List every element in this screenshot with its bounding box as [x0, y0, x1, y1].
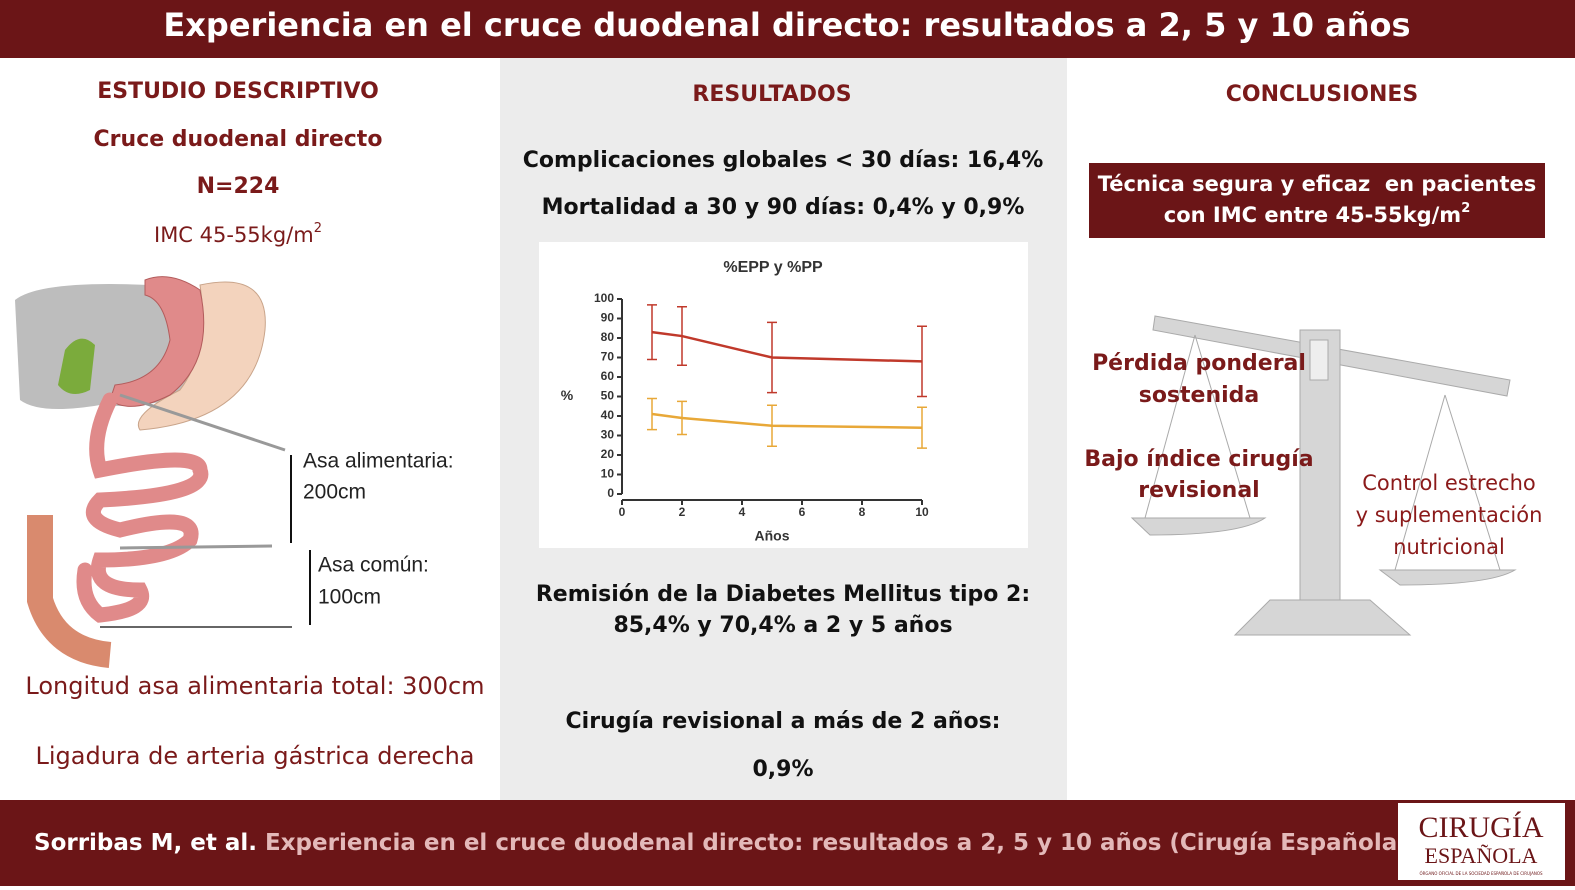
y-tick-label: 70 [601, 350, 615, 364]
x-tick-label: 6 [799, 505, 806, 519]
conclusion-sup: 2 [1461, 201, 1470, 216]
logo-tagline: ÓRGANO OFICIAL DE LA SOCIEDAD ESPAÑOLA D… [1419, 871, 1542, 876]
conclusion-text: con IMC entre 45-55kg/m [1164, 203, 1461, 227]
logo [1398, 803, 1565, 880]
y-tick-label: 80 [601, 330, 615, 344]
x-tick-label: 4 [739, 505, 746, 519]
result: Complicaciones globales < 30 días: 16,4% [523, 148, 1044, 173]
label: Asa común: [318, 554, 429, 577]
y-tick-label: 0 [607, 486, 614, 500]
y-tick-label: 60 [601, 369, 615, 383]
anatomy-illustration [15, 276, 311, 668]
line [651, 412, 923, 429]
chart: %EPP y %PP 0 10 20 30 40 50 60 70 80 90 100 0 2 4 6 8 10 A… [561, 259, 929, 543]
scale-label: Control estrecho [1362, 471, 1535, 495]
ligature: Ligadura de arteria gástrica derecha [35, 742, 474, 770]
logo-subtitle: ESPAÑOLA [1425, 843, 1538, 868]
y-tick-label: 100 [594, 291, 614, 305]
heading: CONCLUSIONES [1226, 82, 1419, 107]
chart-box [539, 242, 1028, 548]
imc-text: IMC 45-55kg/m [154, 223, 314, 247]
x-tick-label: 10 [915, 505, 929, 519]
chart-title: %EPP y %PP [723, 259, 823, 276]
result: 0,9% [752, 757, 813, 782]
y-tick-label: 90 [601, 311, 615, 325]
line [651, 330, 923, 363]
x-tick-label: 2 [679, 505, 686, 519]
result: Remisión de la Diabetes Mellitus tipo 2: [536, 582, 1030, 607]
scale-label: Bajo índice cirugía [1084, 447, 1313, 472]
y-tick-label: 30 [601, 428, 615, 442]
imc-sup: 2 [314, 221, 322, 236]
result: Mortalidad a 30 y 90 días: 0,4% y 0,9% [542, 195, 1025, 220]
conclusion: con IMC entre 45-55kg/m2 [1164, 201, 1470, 228]
scale-label: sostenida [1139, 383, 1260, 408]
header-band [0, 0, 1575, 58]
conclusion: Técnica segura y eficaz en pacientes [1098, 172, 1536, 196]
footer-band [0, 800, 1575, 886]
result: Cirugía revisional a más de 2 años: [566, 709, 1001, 734]
y-axis-label: % [561, 387, 574, 403]
y-tick-label: 20 [601, 447, 615, 461]
heading: ESTUDIO DESCRIPTIVO [97, 79, 379, 104]
scale-illustration [1130, 315, 1517, 636]
result: 85,4% y 70,4% a 2 y 5 años [613, 613, 952, 638]
label: 200cm [303, 481, 366, 504]
y-tick-label: 50 [601, 389, 615, 403]
y-tick-label: 40 [601, 408, 615, 422]
scale-label: nutricional [1393, 535, 1505, 559]
label: Asa alimentaria: [303, 450, 454, 473]
logo-title: CIRUGÍA [1419, 811, 1544, 844]
scale-label: Pérdida ponderal [1092, 351, 1306, 376]
x-axis-label: Años [755, 528, 790, 544]
citation: Sorribas M, et al. Experiencia en el cruc… [34, 830, 1480, 856]
reference: Experiencia en el cruce duodenal directo… [265, 830, 1480, 856]
scale-label: y suplementación [1356, 503, 1543, 527]
title: Experiencia en el cruce duodenal directo… [163, 6, 1410, 44]
sample-size: N=224 [197, 174, 280, 199]
heading: RESULTADOS [692, 82, 851, 107]
authors: Sorribas M, et al. [34, 830, 257, 856]
x-tick-label: 0 [619, 505, 626, 519]
procedure: Cruce duodenal directo [94, 127, 383, 152]
scale-label: revisional [1138, 478, 1259, 503]
label: 100cm [318, 586, 381, 609]
y-tick-label: 10 [601, 467, 615, 481]
conclusion-box [1089, 163, 1545, 238]
x-tick-label: 8 [859, 505, 866, 519]
total-length: Longitud asa alimentaria total: 300cm [25, 672, 484, 700]
imc: IMC 45-55kg/m2 [154, 221, 322, 248]
